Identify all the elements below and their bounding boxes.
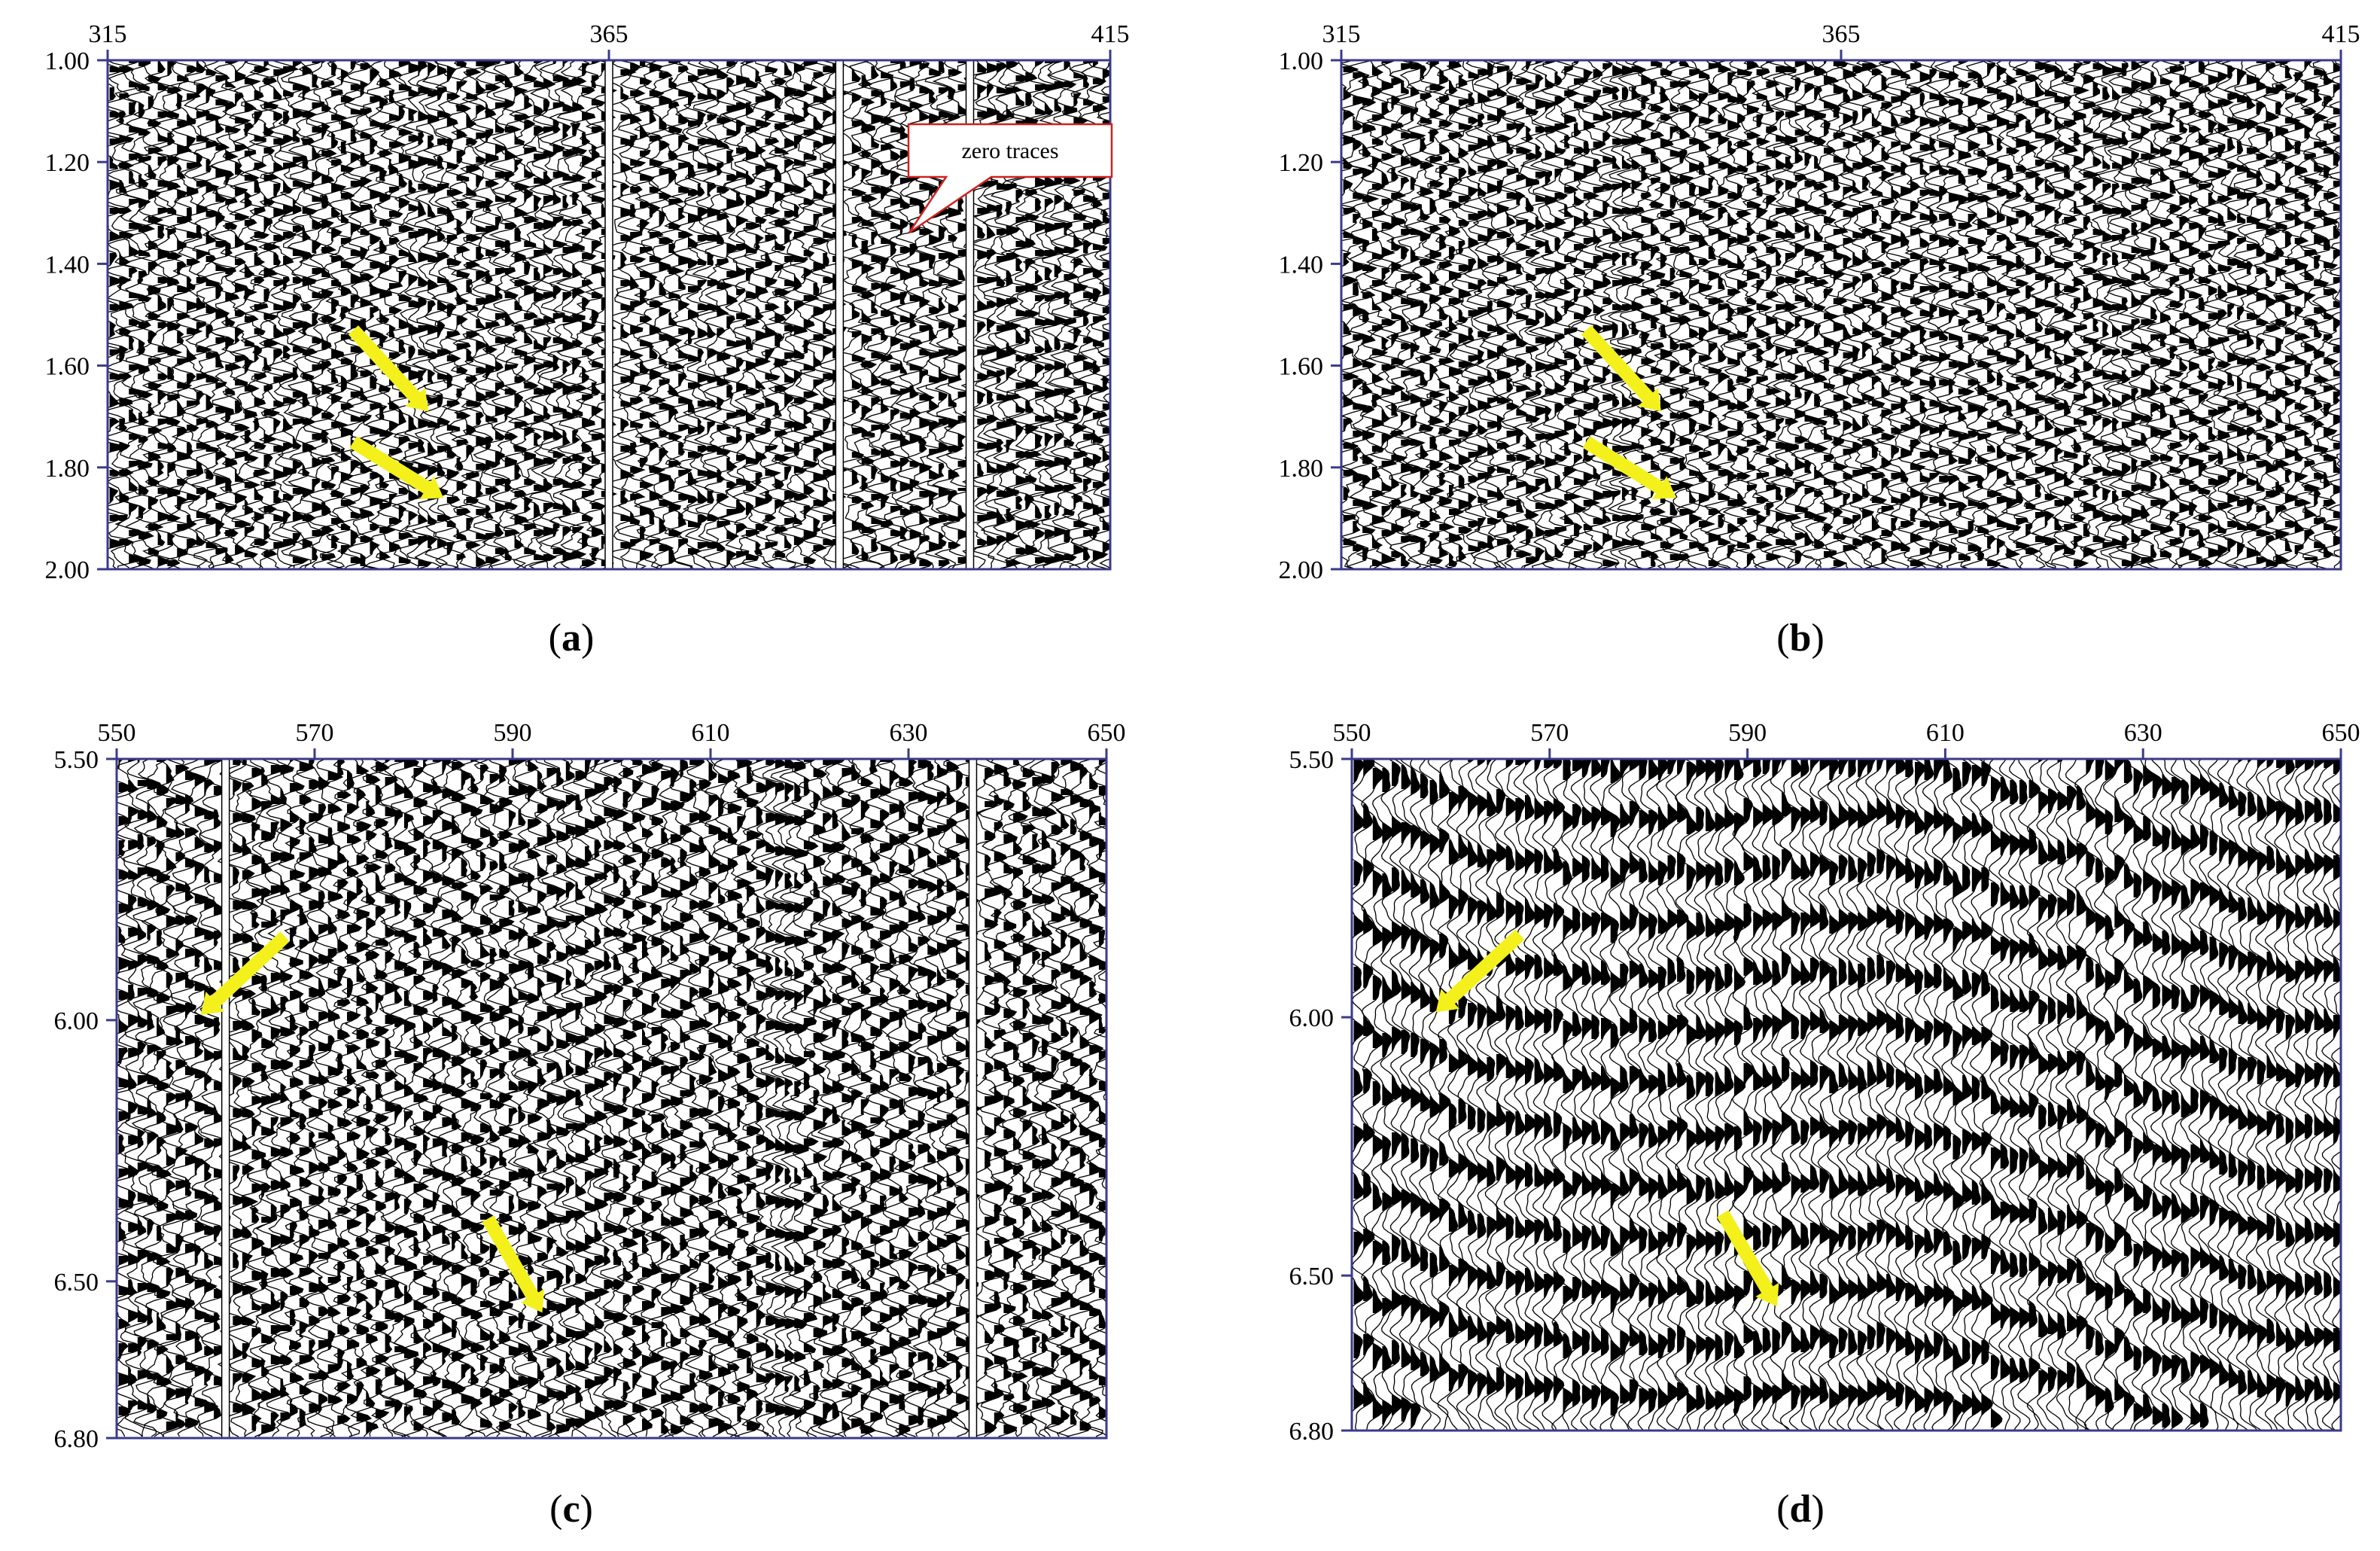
section-frame: [115, 757, 1108, 1440]
zero-trace: [969, 759, 977, 1438]
y-tick-label: 6.50: [54, 1269, 99, 1297]
yellow-arrow-icon: [1716, 1210, 1779, 1307]
yellow-arrow-icon: [200, 931, 290, 1015]
x-tick-label: 610: [1926, 719, 1965, 747]
x-tick-label: 630: [2124, 719, 2162, 747]
yellow-arrow-icon: [482, 1215, 544, 1313]
yellow-arrow-icon: [1435, 929, 1525, 1013]
zero-trace: [605, 60, 613, 569]
y-tick-label: 1.40: [45, 251, 90, 279]
y-tick-label: 6.80: [54, 1425, 99, 1453]
x-tick-label: 550: [98, 719, 136, 747]
x-tick-label: 570: [296, 719, 334, 747]
x-tick-label: 550: [1333, 719, 1371, 747]
x-tick-label: 630: [890, 719, 928, 747]
yellow-arrow-icon: [349, 436, 444, 499]
y-tick-label: 1.20: [1279, 149, 1324, 177]
y-tick-label: 2.00: [45, 556, 90, 584]
x-tick-label: 415: [1091, 20, 1130, 48]
x-tick-label: 570: [1530, 719, 1569, 747]
section-frame: [1350, 757, 2342, 1432]
x-tick-label: 590: [1728, 719, 1767, 747]
y-tick-label: 6.00: [54, 1007, 99, 1035]
x-tick-label: 365: [1822, 20, 1861, 48]
x-tick-label: 315: [89, 20, 127, 48]
yellow-arrow-icon: [1581, 325, 1661, 412]
y-tick-label: 1.80: [1279, 455, 1324, 483]
y-tick-label: 6.50: [1289, 1263, 1335, 1290]
y-tick-label: 1.60: [45, 353, 90, 381]
x-tick-label: 315: [1322, 20, 1361, 48]
y-tick-label: 6.80: [1289, 1418, 1335, 1446]
caption-a: (a): [548, 617, 595, 660]
zero-trace: [966, 60, 974, 569]
y-tick-label: 2.00: [1279, 556, 1324, 584]
callout-label: zero traces: [961, 139, 1058, 163]
caption-c: (c): [549, 1488, 593, 1531]
y-tick-label: 1.00: [45, 47, 90, 75]
x-tick-label: 365: [590, 20, 628, 48]
y-tick-label: 1.20: [45, 149, 90, 177]
y-tick-label: 1.60: [1279, 353, 1324, 381]
y-tick-label: 5.50: [54, 746, 99, 774]
y-tick-label: 6.00: [1289, 1004, 1335, 1032]
x-tick-label: 415: [2322, 20, 2360, 48]
trace-group: [1341, 60, 2341, 569]
trace-group: [1352, 759, 2341, 1431]
zero-trace: [221, 759, 230, 1438]
yellow-arrow-icon: [1582, 436, 1676, 499]
y-tick-label: 1.40: [1279, 251, 1324, 279]
caption-d: (d): [1776, 1488, 1825, 1531]
x-tick-label: 610: [692, 719, 730, 747]
x-tick-label: 590: [494, 719, 532, 747]
y-tick-label: 1.80: [45, 455, 90, 483]
caption-b: (b): [1776, 617, 1825, 660]
y-tick-label: 5.50: [1289, 746, 1335, 774]
yellow-arrow-icon: [348, 325, 429, 412]
x-tick-label: 650: [2322, 719, 2360, 747]
y-tick-label: 1.00: [1279, 47, 1324, 75]
trace-group: [117, 759, 1106, 1437]
zero-traces-callout: zero traces: [907, 123, 1113, 234]
zero-trace: [835, 60, 844, 569]
x-tick-label: 650: [1088, 719, 1126, 747]
